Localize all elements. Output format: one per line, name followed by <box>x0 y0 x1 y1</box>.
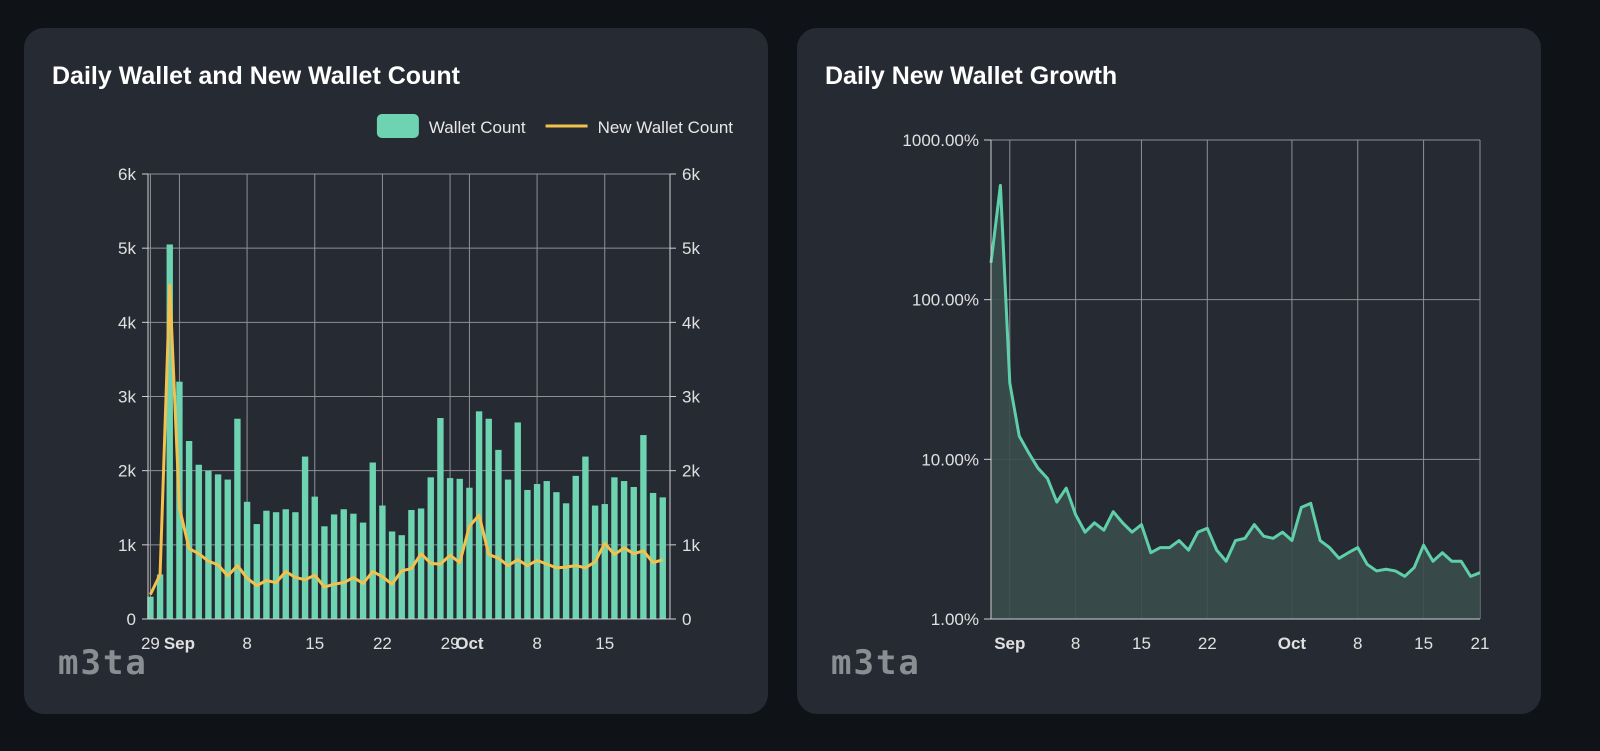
bar <box>437 418 444 619</box>
bar <box>243 501 251 619</box>
bar <box>214 474 222 619</box>
bar <box>495 449 502 619</box>
x-tick-label: 8 <box>242 634 251 653</box>
bar <box>485 418 492 619</box>
x-tick-label: 15 <box>1132 634 1151 653</box>
x-tick-label: 22 <box>373 634 392 653</box>
x-tick-label: Oct <box>455 634 484 653</box>
legend-label: Wallet Count <box>429 118 526 137</box>
y-tick-label: 5k <box>118 239 136 258</box>
bar <box>543 481 550 619</box>
bar <box>224 479 231 619</box>
y2-tick-label: 2k <box>682 462 700 481</box>
x-tick-label: 29 <box>441 634 460 653</box>
legend-swatch <box>376 114 419 138</box>
bar <box>292 512 299 619</box>
bar <box>620 481 628 619</box>
bar <box>601 504 608 619</box>
y-tick-label: 100.00% <box>912 291 979 310</box>
bar <box>205 470 212 619</box>
bar <box>659 497 666 619</box>
card <box>797 28 1541 714</box>
bar <box>359 522 367 619</box>
bar <box>446 478 454 619</box>
x-tick-label: 22 <box>1198 634 1217 653</box>
bar <box>263 510 270 619</box>
watermark: m3ta <box>831 643 921 683</box>
bar <box>388 531 396 619</box>
bar <box>466 487 473 619</box>
y2-tick-label: 3k <box>682 388 700 407</box>
bar <box>253 524 260 619</box>
line <box>149 283 664 596</box>
bar <box>417 508 425 619</box>
bar <box>379 505 386 619</box>
x-tick-label: 15 <box>1414 634 1433 653</box>
bar <box>572 475 579 619</box>
bar <box>185 441 193 619</box>
bar <box>301 456 309 619</box>
bar <box>456 478 463 619</box>
bar <box>553 492 560 619</box>
bar <box>649 492 657 619</box>
y-tick-label: 6k <box>118 165 136 184</box>
x-tick-label: 21 <box>1471 634 1490 653</box>
bar <box>282 509 289 619</box>
y-tick-label: 0 <box>127 610 136 629</box>
x-tick-label: 15 <box>595 634 614 653</box>
bar <box>398 535 405 619</box>
y-tick-label: 1k <box>118 536 136 555</box>
bar <box>311 496 318 619</box>
y2-tick-label: 4k <box>682 313 700 332</box>
bar <box>272 512 280 619</box>
bar <box>166 244 173 620</box>
bar <box>369 462 376 619</box>
y-tick-label: 4k <box>118 313 136 332</box>
bar <box>427 477 434 619</box>
chart-title: Daily New Wallet Growth <box>825 62 1117 90</box>
bar <box>340 509 347 619</box>
legend-label: New Wallet Count <box>598 118 734 137</box>
x-tick-label: 29 <box>141 634 160 653</box>
bar <box>234 418 241 619</box>
bar <box>524 489 531 619</box>
y-tick-label: 1000.00% <box>902 131 979 150</box>
x-tick-label: 8 <box>1353 634 1362 653</box>
chart-title: Daily Wallet and New Wallet Count <box>52 62 461 90</box>
bar <box>156 574 164 619</box>
y2-tick-label: 0 <box>682 610 691 629</box>
bar <box>321 526 328 619</box>
x-tick-label: Sep <box>164 634 195 653</box>
bar <box>611 477 618 619</box>
y-tick-label: 10.00% <box>921 450 979 469</box>
y-tick-label: 1.00% <box>931 610 979 629</box>
bar <box>147 596 154 619</box>
y-tick-label: 2k <box>118 462 136 481</box>
y2-tick-label: 5k <box>682 239 700 258</box>
bar <box>504 479 512 619</box>
line <box>989 183 1481 578</box>
y-tick-label: 3k <box>118 388 136 407</box>
bar <box>562 503 570 619</box>
bar <box>195 464 202 619</box>
bar <box>533 484 541 619</box>
x-tick-label: Sep <box>994 634 1025 653</box>
x-tick-label: 8 <box>532 634 541 653</box>
bar <box>582 456 589 619</box>
bar <box>408 509 415 619</box>
watermark: m3ta <box>58 643 148 683</box>
x-tick-label: 8 <box>1071 634 1080 653</box>
y2-tick-label: 6k <box>682 165 700 184</box>
bar <box>640 435 647 619</box>
bar <box>514 422 521 619</box>
area <box>991 185 1480 620</box>
bar <box>350 513 357 619</box>
bar <box>330 514 338 619</box>
x-tick-label: 15 <box>305 634 324 653</box>
y2-tick-label: 1k <box>682 536 700 555</box>
x-tick-label: Oct <box>1278 634 1307 653</box>
